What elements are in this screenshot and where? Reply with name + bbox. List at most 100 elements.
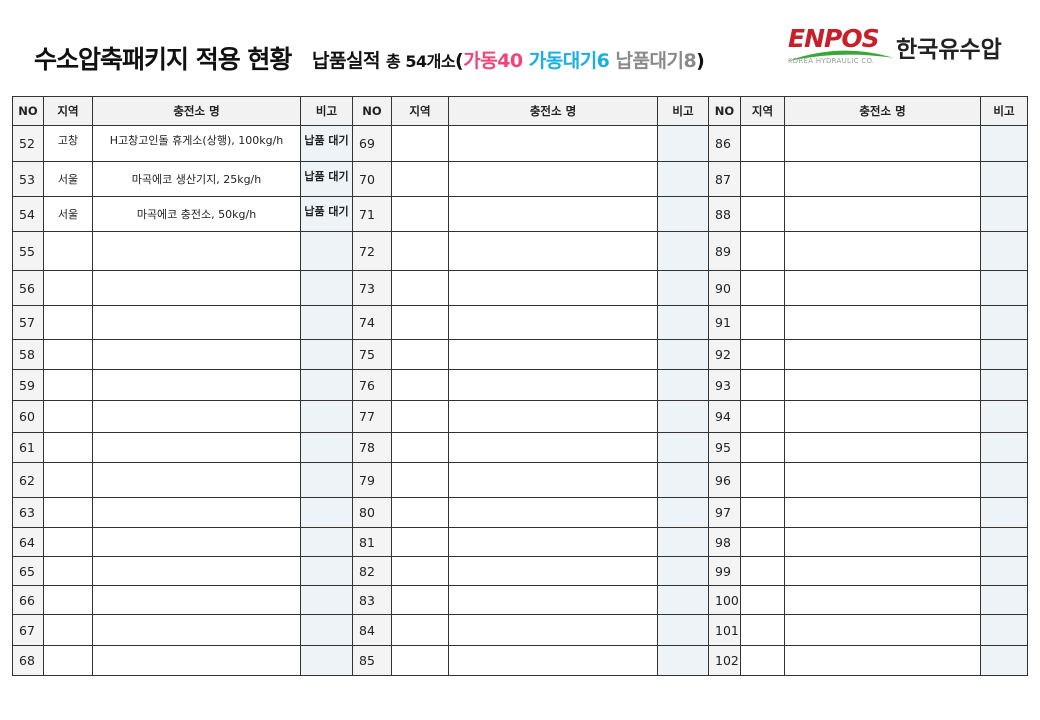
note-cell	[657, 614, 709, 646]
summary-total: 총 54개소	[386, 52, 456, 71]
name-cell	[92, 585, 301, 615]
region-cell: 서울	[43, 161, 93, 197]
company-logo: ENPOS 한국유수압 KOREA HYDRAULIC CO.	[786, 24, 1016, 70]
region-cell	[391, 339, 449, 370]
table-row: 54 서울 마곡에코 충전소, 50kg/h 납품 대기 71 88	[12, 196, 1028, 232]
no-cell: 85	[352, 645, 392, 676]
note-cell	[300, 614, 353, 646]
name-cell	[784, 196, 981, 232]
region-cell	[43, 432, 93, 463]
region-cell	[740, 645, 785, 676]
region-cell	[43, 369, 93, 401]
note-cell	[980, 400, 1028, 433]
note-cell	[300, 585, 353, 615]
note-cell	[300, 231, 353, 271]
region-cell	[391, 369, 449, 401]
logo-brand: ENPOS	[788, 24, 880, 53]
no-cell: 101	[708, 614, 741, 646]
note-cell	[300, 339, 353, 370]
note-cell	[300, 369, 353, 401]
note-cell	[300, 462, 353, 498]
note-cell	[300, 645, 353, 676]
note-cell	[657, 556, 709, 586]
name-cell	[784, 497, 981, 528]
operation-waiting-count: 가동대기6	[528, 50, 610, 72]
no-cell: 53	[12, 161, 44, 197]
table-row: 62 79 96	[12, 462, 1028, 498]
note-cell	[980, 614, 1028, 646]
no-cell: 76	[352, 369, 392, 401]
name-cell	[784, 339, 981, 370]
name-cell	[784, 125, 981, 162]
no-cell: 96	[708, 462, 741, 498]
name-cell	[448, 161, 658, 197]
table-row: 57 74 91	[12, 305, 1028, 340]
table-row: 55 72 89	[12, 231, 1028, 271]
region-cell	[391, 161, 449, 197]
note-cell	[300, 497, 353, 528]
no-cell: 70	[352, 161, 392, 197]
station-table: NO 지역 충전소 명 비고 NO 지역 충전소 명 비고 NO 지역 충전소 명 비고 52 고창 H고…	[12, 96, 1028, 676]
note-cell	[657, 339, 709, 370]
note-cell	[657, 462, 709, 498]
note-cell	[657, 125, 709, 162]
table-row: 68 85 102	[12, 645, 1028, 676]
no-cell: 57	[12, 305, 44, 340]
no-cell: 61	[12, 432, 44, 463]
no-cell: 60	[12, 400, 44, 433]
region-cell: 서울	[43, 196, 93, 232]
column-header: NO	[708, 96, 741, 126]
region-cell	[43, 614, 93, 646]
no-cell: 84	[352, 614, 392, 646]
region-cell	[740, 497, 785, 528]
note-cell	[657, 161, 709, 197]
logo-korean: 한국유수압	[896, 37, 1002, 63]
note-cell	[657, 527, 709, 557]
note-cell	[657, 585, 709, 615]
name-cell	[784, 527, 981, 557]
region-cell	[740, 462, 785, 498]
name-cell	[448, 556, 658, 586]
name-cell	[784, 462, 981, 498]
note-cell	[980, 462, 1028, 498]
region-cell	[740, 161, 785, 197]
no-cell: 56	[12, 270, 44, 306]
note-cell	[980, 432, 1028, 463]
name-cell: H고창고인돌 휴게소(상행), 100kg/h	[92, 125, 301, 162]
name-cell	[448, 400, 658, 433]
region-cell	[43, 231, 93, 271]
no-cell: 97	[708, 497, 741, 528]
region-cell	[740, 305, 785, 340]
note-cell	[657, 497, 709, 528]
paren: (	[455, 50, 464, 72]
region-cell	[43, 270, 93, 306]
note-cell: 납품 대기	[300, 161, 353, 197]
no-cell: 93	[708, 369, 741, 401]
table-row: 60 77 94	[12, 400, 1028, 433]
column-header: 충전소 명	[784, 96, 981, 126]
table-row: 67 84 101	[12, 614, 1028, 646]
operating-count: 가동40	[463, 50, 523, 72]
note-cell	[980, 196, 1028, 232]
name-cell	[784, 614, 981, 646]
name-cell	[92, 339, 301, 370]
table-row: 63 80 97	[12, 497, 1028, 528]
region-cell	[740, 125, 785, 162]
table-row: 64 81 98	[12, 527, 1028, 557]
note-cell	[657, 400, 709, 433]
region-cell	[391, 497, 449, 528]
region-cell	[43, 497, 93, 528]
table-row: 58 75 92	[12, 339, 1028, 370]
region-cell	[740, 339, 785, 370]
column-header: 지역	[391, 96, 449, 126]
name-cell	[92, 556, 301, 586]
note-cell	[657, 369, 709, 401]
name-cell	[92, 614, 301, 646]
note-cell	[980, 645, 1028, 676]
name-cell	[448, 462, 658, 498]
no-cell: 63	[12, 497, 44, 528]
no-cell: 74	[352, 305, 392, 340]
no-cell: 100	[708, 585, 741, 615]
note-cell	[300, 527, 353, 557]
name-cell	[92, 432, 301, 463]
